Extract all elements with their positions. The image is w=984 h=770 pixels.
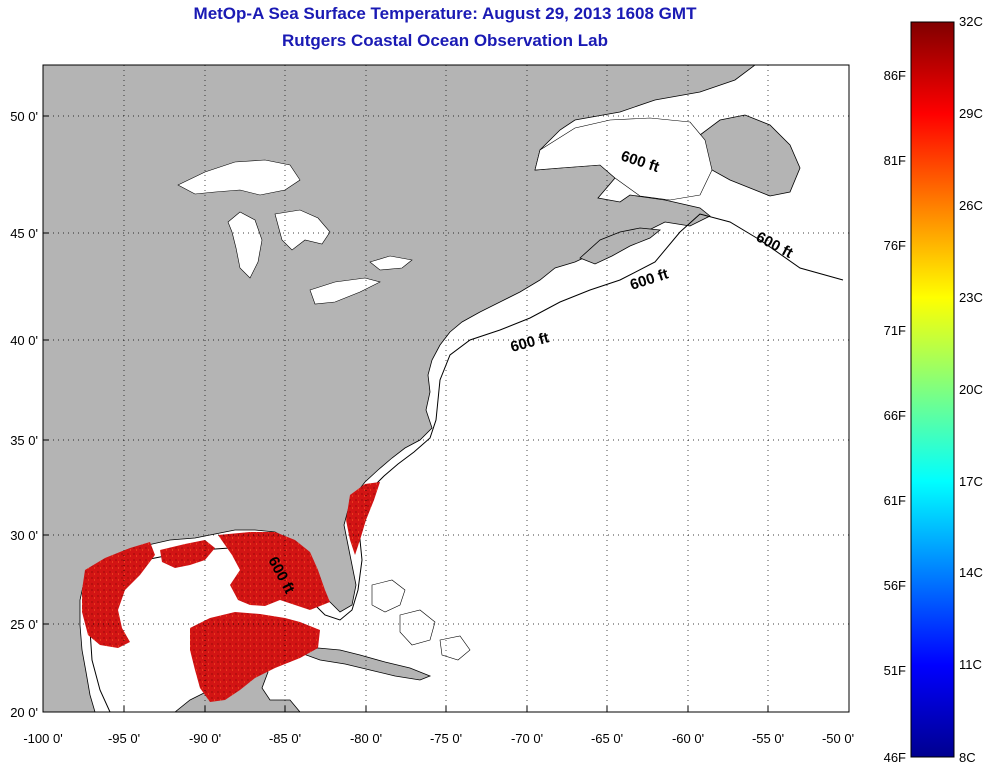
map-subtitle: Rutgers Coastal Ocean Observation Lab [282, 31, 608, 50]
lon-tick-label: -95 0' [108, 731, 140, 746]
land-cuba [296, 647, 432, 681]
lon-tick-label: -90 0' [189, 731, 221, 746]
colorbar-label-c: 20C [959, 382, 983, 397]
sst-atlantic-coast [346, 482, 380, 555]
lat-tick-label: 45 0' [10, 226, 38, 241]
colorbar-label-f: 46F [884, 750, 906, 765]
lon-tick-label: -50 0' [822, 731, 854, 746]
sst-eastern-gulf [218, 532, 330, 610]
colorbar-labels-fahrenheit: 86F 81F 76F 71F 66F 61F 56F 51F 46F [884, 68, 906, 765]
colorbar-label-c: 29C [959, 106, 983, 121]
colorbar-label-f: 56F [884, 578, 906, 593]
colorbar-label-f: 66F [884, 408, 906, 423]
lon-tick-label: -70 0' [511, 731, 543, 746]
colorbar-label-c: 8C [959, 750, 976, 765]
colorbar-label-c: 26C [959, 198, 983, 213]
great-lakes [177, 159, 413, 305]
lat-tick-label: 35 0' [10, 433, 38, 448]
colorbar-label-f: 61F [884, 493, 906, 508]
land-nova-scotia [579, 227, 662, 265]
lat-tick-label: 20 0' [10, 705, 38, 720]
colorbar-label-c: 17C [959, 474, 983, 489]
lat-tick-label: 50 0' [10, 109, 38, 124]
colorbar-label-f: 81F [884, 153, 906, 168]
colorbar-label-f: 86F [884, 68, 906, 83]
colorbar [910, 21, 955, 758]
lon-tick-label: -55 0' [752, 731, 784, 746]
colorbar-label-f: 76F [884, 238, 906, 253]
lon-tick-label: -75 0' [430, 731, 462, 746]
sst-gulf-of-mexico [82, 542, 155, 648]
lon-tick-label: -65 0' [591, 731, 623, 746]
lon-tick-label: -100 0' [23, 731, 62, 746]
lon-tick-label: -85 0' [269, 731, 301, 746]
sst-southern-gulf [190, 612, 320, 702]
bahamas [371, 579, 471, 661]
colorbar-label-c: 11C [959, 657, 982, 672]
lon-tick-label: -80 0' [350, 731, 382, 746]
map-title: MetOp-A Sea Surface Temperature: August … [193, 4, 697, 23]
colorbar-label-f: 51F [884, 663, 906, 678]
colorbar-labels-celsius: 32C 29C 26C 23C 20C 17C 14C 11C 8C [959, 14, 983, 765]
lon-axis: -100 0' -95 0' -90 0' -85 0' -80 0' -75 … [23, 706, 854, 746]
lat-tick-label: 40 0' [10, 333, 38, 348]
colorbar-label-c: 32C [959, 14, 983, 29]
land-north-america [43, 65, 756, 712]
lon-tick-label: -60 0' [672, 731, 704, 746]
lat-axis: 20 0' 25 0' 30 0' 35 0' 40 0' 45 0' 50 0… [10, 109, 49, 720]
sst-yucatan-basin [160, 540, 215, 568]
colorbar-label-c: 23C [959, 290, 983, 305]
gulf-st-lawrence [534, 117, 713, 201]
colorbar-label-f: 71F [884, 323, 906, 338]
colorbar-label-c: 14C [959, 565, 983, 580]
lat-tick-label: 25 0' [10, 617, 38, 632]
lat-tick-label: 30 0' [10, 528, 38, 543]
